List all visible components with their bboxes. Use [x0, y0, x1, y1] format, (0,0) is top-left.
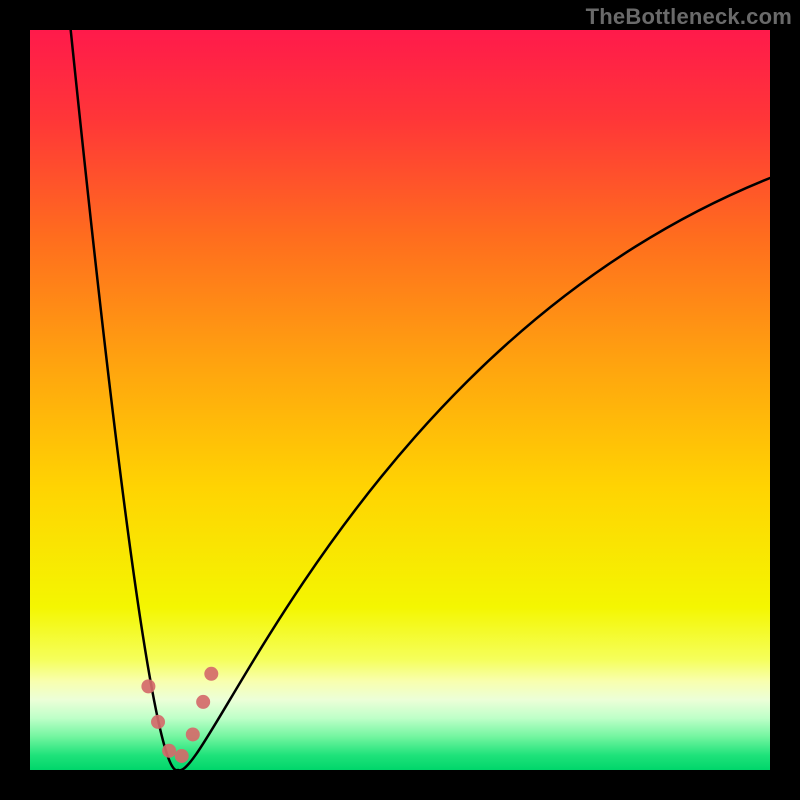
- data-marker: [204, 667, 218, 681]
- chart-frame: TheBottleneck.com: [0, 0, 800, 800]
- chart-background: [30, 30, 770, 770]
- data-marker: [151, 715, 165, 729]
- data-marker: [175, 749, 189, 763]
- watermark-text: TheBottleneck.com: [586, 4, 792, 30]
- bottleneck-chart: [0, 0, 800, 800]
- data-marker: [162, 744, 176, 758]
- data-marker: [141, 679, 155, 693]
- data-marker: [186, 727, 200, 741]
- data-marker: [196, 695, 210, 709]
